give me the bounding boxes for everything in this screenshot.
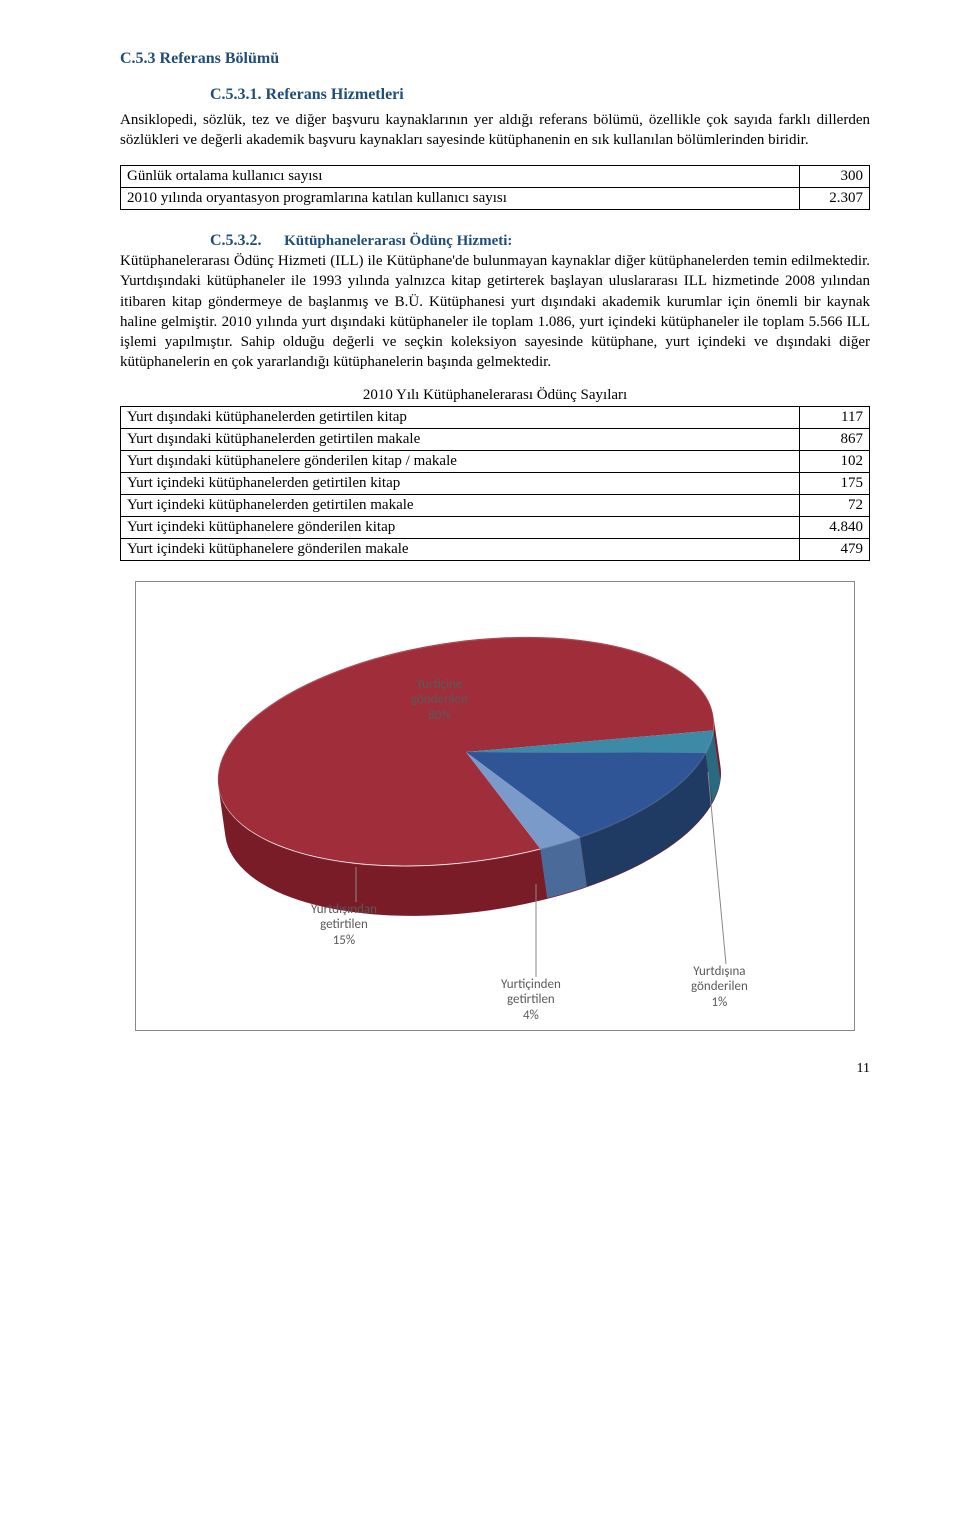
table-cell-value: 479 [800, 538, 870, 560]
heading-c532-num: C.5.3.2. [210, 232, 262, 249]
table-cell-label: Günlük ortalama kullanıcı sayısı [121, 165, 800, 187]
table-row: Yurt içindeki kütüphanelere gönderilen m… [121, 538, 870, 560]
table-cell-value: 117 [800, 406, 870, 428]
table-kullanici-sayisi: Günlük ortalama kullanıcı sayısı 300 201… [120, 165, 870, 210]
table-cell-label: Yurt dışındaki kütüphanelerden getirtile… [121, 428, 800, 450]
table-cell-label: 2010 yılında oryantasyon programlarına k… [121, 187, 800, 209]
table-cell-value: 72 [800, 494, 870, 516]
table-cell-label: Yurt içindeki kütüphanelerden getirtilen… [121, 494, 800, 516]
table-cell-value: 4.840 [800, 516, 870, 538]
pie-label-yurtdisina: Yurtdışına gönderilen 1% [691, 964, 748, 1011]
table-cell-label: Yurt içindeki kütüphanelere gönderilen k… [121, 516, 800, 538]
table-cell-label: Yurt içindeki kütüphanelerden getirtilen… [121, 472, 800, 494]
paragraph-odunc-body: Kütüphanelerarası Ödünç Hizmeti (ILL) il… [120, 253, 870, 370]
paragraph-odunc: C.5.3.2. Kütüphanelerarası Ödünç Hizmeti… [120, 230, 870, 373]
table-cell-label: Yurt dışındaki kütüphanelere gönderilen … [121, 450, 800, 472]
table-row: Yurt içindeki kütüphanelere gönderilen k… [121, 516, 870, 538]
table-cell-value: 102 [800, 450, 870, 472]
table-row: Yurt dışındaki kütüphanelerden getirtile… [121, 428, 870, 450]
table-row: Yurt içindeki kütüphanelerden getirtilen… [121, 472, 870, 494]
pie-label-yurtdisindan: Yurtdışından getirtilen 15% [311, 902, 377, 949]
paragraph-referans: Ansiklopedi, sözlük, tez ve diğer başvur… [120, 110, 870, 151]
table-cell-label: Yurt dışındaki kütüphanelerden getirtile… [121, 406, 800, 428]
table-cell-value: 867 [800, 428, 870, 450]
table-row: Yurt dışındaki kütüphanelerden getirtile… [121, 406, 870, 428]
table-row: Yurt dışındaki kütüphanelere gönderilen … [121, 450, 870, 472]
table-cell-value: 175 [800, 472, 870, 494]
table-row: Yurt içindeki kütüphanelerden getirtilen… [121, 494, 870, 516]
heading-c531: C.5.3.1. Referans Hizmetleri [210, 86, 870, 104]
table-cell-value: 2.307 [800, 187, 870, 209]
table-cell-value: 300 [800, 165, 870, 187]
heading-c532-title: Kütüphanelerarası Ödünç Hizmeti: [284, 233, 512, 249]
table-row: 2010 yılında oryantasyon programlarına k… [121, 187, 870, 209]
page-number: 11 [120, 1061, 870, 1077]
table-row: Günlük ortalama kullanıcı sayısı 300 [121, 165, 870, 187]
table-odunc-sayilari: Yurt dışındaki kütüphanelerden getirtile… [120, 406, 870, 561]
table-cell-label: Yurt içindeki kütüphanelere gönderilen m… [121, 538, 800, 560]
pie-chart-svg [136, 582, 856, 1032]
pie-label-yurticine: Yurtiçine gönderilen 80% [411, 677, 468, 724]
table2-title: 2010 Yılı Kütüphanelerarası Ödünç Sayıla… [120, 387, 870, 404]
pie-chart-ill: Yurtiçine gönderilen 80% Yurtdışından ge… [135, 581, 855, 1031]
pie-label-yurticinden: Yurtiçinden getirtilen 4% [501, 977, 561, 1024]
heading-c53: C.5.3 Referans Bölümü [120, 50, 870, 68]
